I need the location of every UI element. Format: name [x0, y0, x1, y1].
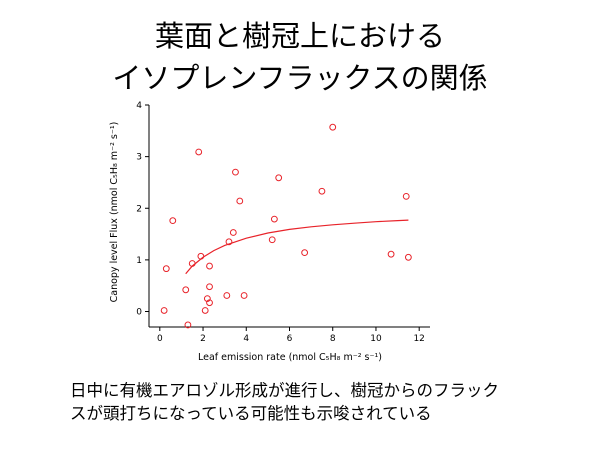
data-point [162, 265, 170, 273]
data-point [182, 286, 190, 294]
x-tick-label: 10 [370, 334, 382, 344]
data-point [236, 197, 244, 205]
data-point [229, 229, 237, 236]
data-point [223, 292, 231, 299]
data-point [329, 123, 337, 131]
data-point [268, 236, 276, 244]
data-points-layer [160, 123, 412, 329]
caption-line-1: 日中に有機エアロゾル形成が進行し、樹冠からのフラック [70, 381, 499, 400]
fit-curve [185, 219, 409, 275]
y-tick-label: 3 [136, 153, 142, 163]
slide-title-line-2: イソプレンフラックスの関係 [112, 61, 488, 95]
data-point [195, 148, 203, 156]
data-point [404, 253, 412, 261]
y-tick-label: 1 [136, 256, 142, 266]
caption-line-2: スが頭打ちになっている可能性も示唆されている [70, 404, 432, 423]
data-point [206, 262, 213, 270]
data-point [270, 215, 278, 223]
y-axis-label: Canopy level Flux (nmol C₅H₈ m⁻² s⁻¹) [109, 122, 120, 303]
y-tick-label: 2 [136, 204, 142, 214]
data-point [188, 260, 196, 267]
data-point [387, 250, 395, 258]
slide-title-line-1: 葉面と樹冠上における [154, 19, 445, 53]
x-tick-label: 8 [330, 334, 336, 344]
data-point [275, 174, 283, 182]
x-axis-label: Leaf emission rate (nmol C₅H₈ m⁻² s⁻¹) [198, 352, 382, 363]
data-point [240, 292, 248, 299]
data-point [232, 168, 239, 176]
data-point [301, 249, 309, 257]
y-tick-label: 4 [136, 101, 142, 111]
data-point [206, 283, 213, 291]
data-point [206, 299, 213, 307]
data-point [169, 217, 177, 225]
data-point [402, 192, 410, 200]
data-point [318, 187, 326, 195]
x-tick-label: 6 [287, 334, 293, 344]
x-tick-label: 4 [243, 334, 249, 344]
data-point [160, 307, 168, 314]
data-point [225, 238, 233, 246]
fit-curve-layer [185, 219, 409, 275]
x-tick-label: 2 [200, 334, 206, 344]
data-point [197, 252, 205, 260]
y-tick-label: 0 [136, 308, 142, 318]
data-point [184, 321, 192, 329]
x-tick-label: 0 [157, 334, 163, 344]
data-point [201, 307, 209, 314]
data-point [203, 295, 211, 303]
x-tick-label: 12 [413, 334, 424, 344]
